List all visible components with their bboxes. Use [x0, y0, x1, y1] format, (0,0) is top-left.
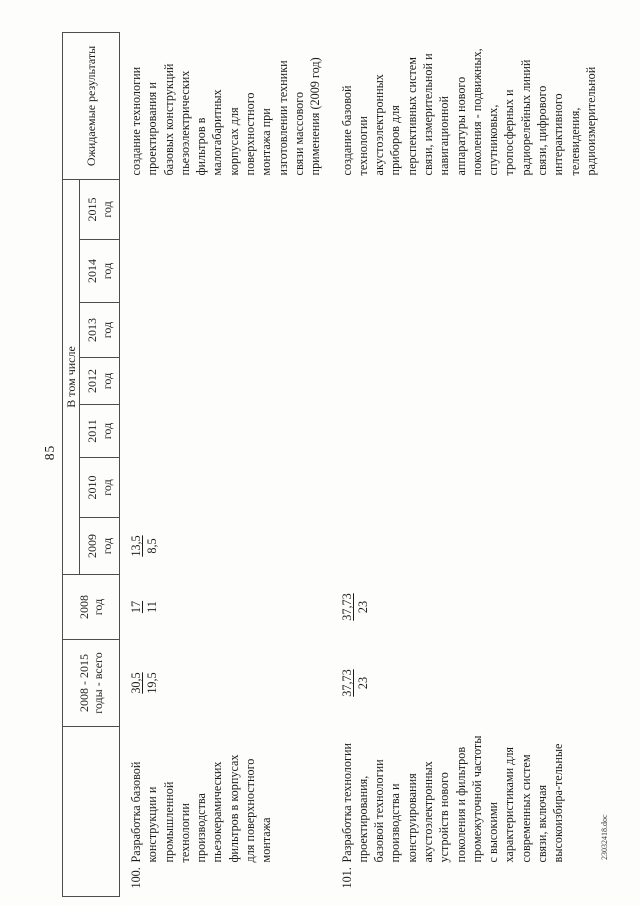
row-101-2011-value [331, 405, 600, 458]
header-year-2014: 2014 год [79, 239, 120, 303]
header-year-2008: 2008 год [62, 574, 120, 640]
row-101-name-cell: 101. Разработка технологии проектировани… [331, 727, 600, 897]
header-year-2015: 2015 год [79, 179, 120, 240]
header-year-2011: 2011 год [79, 404, 120, 458]
row-100-2008-value: 17 11 [120, 575, 331, 640]
program-financing-table: 2008 - 2015 годы - всего 2008 год В том … [62, 32, 599, 897]
row-100-name-cell: 100. Разработка базовой конструкции и пр… [120, 727, 331, 897]
row-100-2009-bottom: 8,5 [145, 538, 160, 554]
row-101-2014-value [331, 240, 600, 303]
row-101-2015-value [331, 179, 600, 239]
row-100-total-value: 30,5 19,5 [120, 640, 331, 727]
header-year-2010: 2010 год [79, 457, 120, 518]
row-100-2009-top: 13,5 [129, 535, 143, 557]
row-101-2008-top: 37,73 [339, 593, 354, 621]
row-100-total-top: 30,5 [129, 672, 143, 694]
row-101-2008-bottom: 23 [355, 600, 370, 614]
row-100-2009-value: 13,5 8,5 [120, 518, 331, 575]
row-101-expected-results: создание базовой технологии акустоэлектр… [339, 48, 598, 176]
row-101-2008-value: 37,73 23 [331, 575, 600, 640]
row-100-number: 100. [129, 867, 143, 889]
row-101-2010-value [331, 458, 600, 518]
row-101-number: 101. [339, 867, 354, 889]
row-100-2013-value [120, 303, 331, 358]
header-total-2008-2015: 2008 - 2015 годы - всего [62, 639, 120, 727]
header-name-empty-cell [62, 726, 120, 897]
row-100-2014-value [120, 240, 331, 303]
row-100-2008-bottom: 11 [145, 601, 160, 613]
table-row-100: 100. Разработка базовой конструкции и пр… [120, 32, 331, 896]
row-101-2013-value [331, 303, 600, 358]
header-year-2009: 2009 год [79, 517, 120, 575]
row-101-title: Разработка технологии проектирования, ба… [339, 735, 566, 863]
page-number: 85 [42, 444, 57, 461]
row-101-total-bottom: 23 [355, 676, 370, 690]
header-expected-results: Ожидаемые результаты [62, 32, 120, 180]
row-100-expected-results: создание технологии проектирования и баз… [129, 57, 323, 176]
document-filename-footer: 23032418.doc [600, 814, 609, 860]
row-101-2012-value [331, 358, 600, 405]
row-100-2008-top: 17 [129, 600, 143, 614]
row-100-2011-value [120, 405, 331, 458]
row-100-title: Разработка базовой конструкции и промышл… [129, 754, 274, 863]
header-year-2012: 2012 год [79, 357, 120, 405]
header-year-2013: 2013 год [79, 302, 120, 358]
row-101-2009-value [331, 518, 600, 575]
header-including: В том числе [62, 179, 80, 575]
row-101-total-value: 37,73 23 [331, 640, 600, 727]
row-100-2012-value [120, 358, 331, 405]
header-total-label: 2008 - 2015 годы - всего [76, 652, 106, 714]
row-100-2015-value [120, 179, 331, 239]
row-100-2010-value [120, 458, 331, 518]
table-row-101: 101. Разработка технологии проектировани… [331, 32, 600, 896]
header-year-2008-label: 2008 год [76, 595, 106, 619]
row-100-total-bottom: 19,5 [145, 672, 160, 694]
row-101-total-top: 37,73 [339, 669, 354, 697]
